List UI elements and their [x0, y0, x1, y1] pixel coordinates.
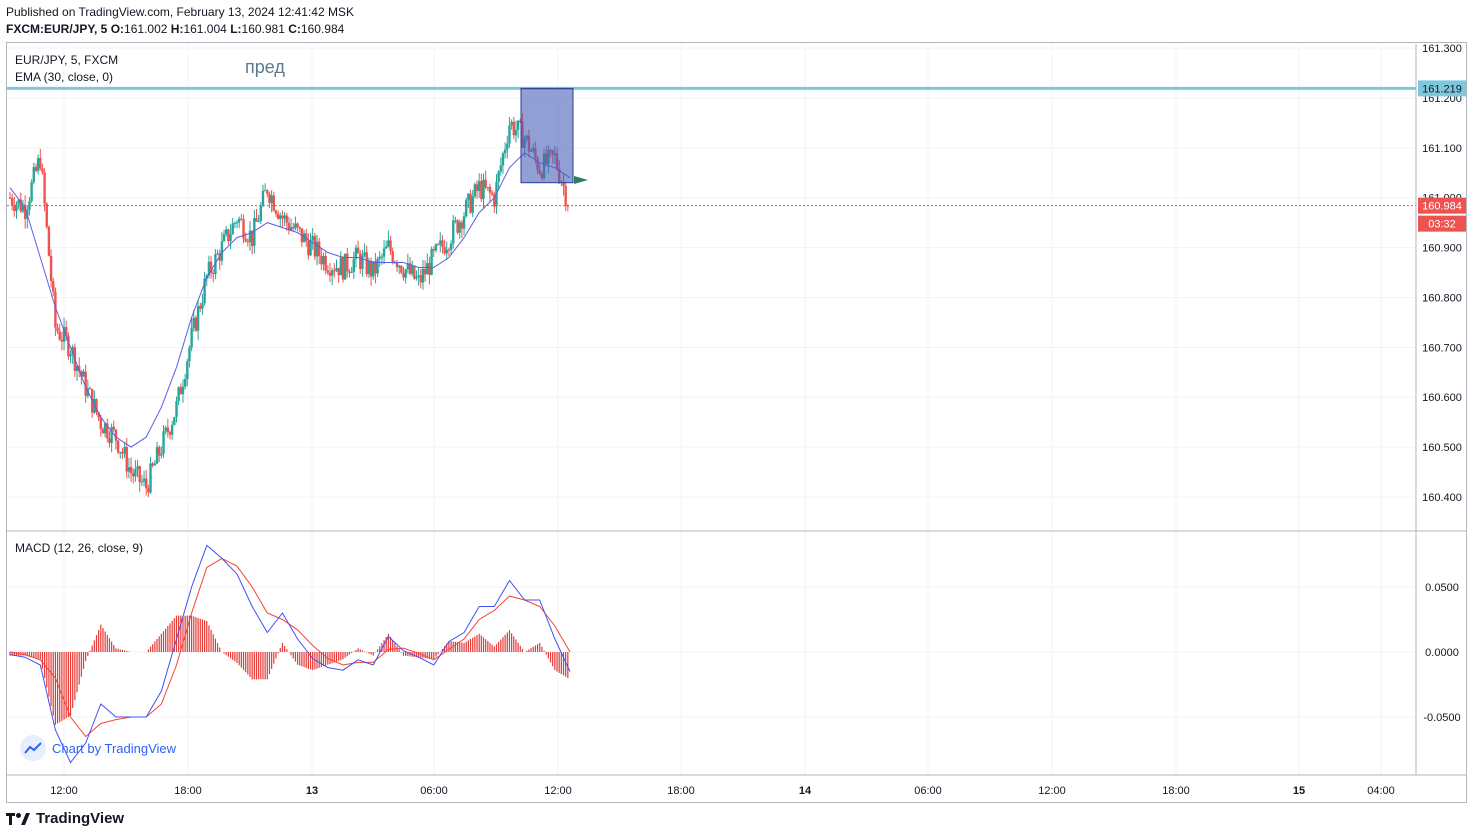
legend-symbol: EUR/JPY, 5, FXCM — [15, 53, 119, 67]
annotation-text: пред — [245, 57, 285, 77]
low-label: L:160.981 — [230, 22, 285, 36]
legend-macd: MACD (12, 26, close, 9) — [15, 541, 144, 555]
footer-logo[interactable]: TradingView — [6, 810, 124, 827]
cloud-chart-icon — [20, 735, 46, 761]
chart-frame — [6, 42, 1467, 803]
close-label: C:160.984 — [288, 22, 345, 36]
watermark-text: Chart by TradingView — [52, 740, 177, 756]
watermark[interactable]: Chart by TradingView — [20, 735, 176, 761]
open-label: O:161.002 — [110, 22, 168, 36]
footer-text: TradingView — [36, 810, 125, 827]
published-line: Published on TradingView.com, February 1… — [6, 5, 354, 19]
ohlc-line: FXCM:EUR/JPY, 5 O:161.002 H:161.004 L:16… — [6, 22, 344, 36]
legend-ema: EMA (30, close, 0) — [15, 70, 114, 84]
tradingview-logo-icon — [6, 812, 30, 825]
high-label: H:161.004 — [170, 22, 227, 36]
symbol-label: FXCM:EUR/JPY, 5 — [6, 22, 108, 36]
